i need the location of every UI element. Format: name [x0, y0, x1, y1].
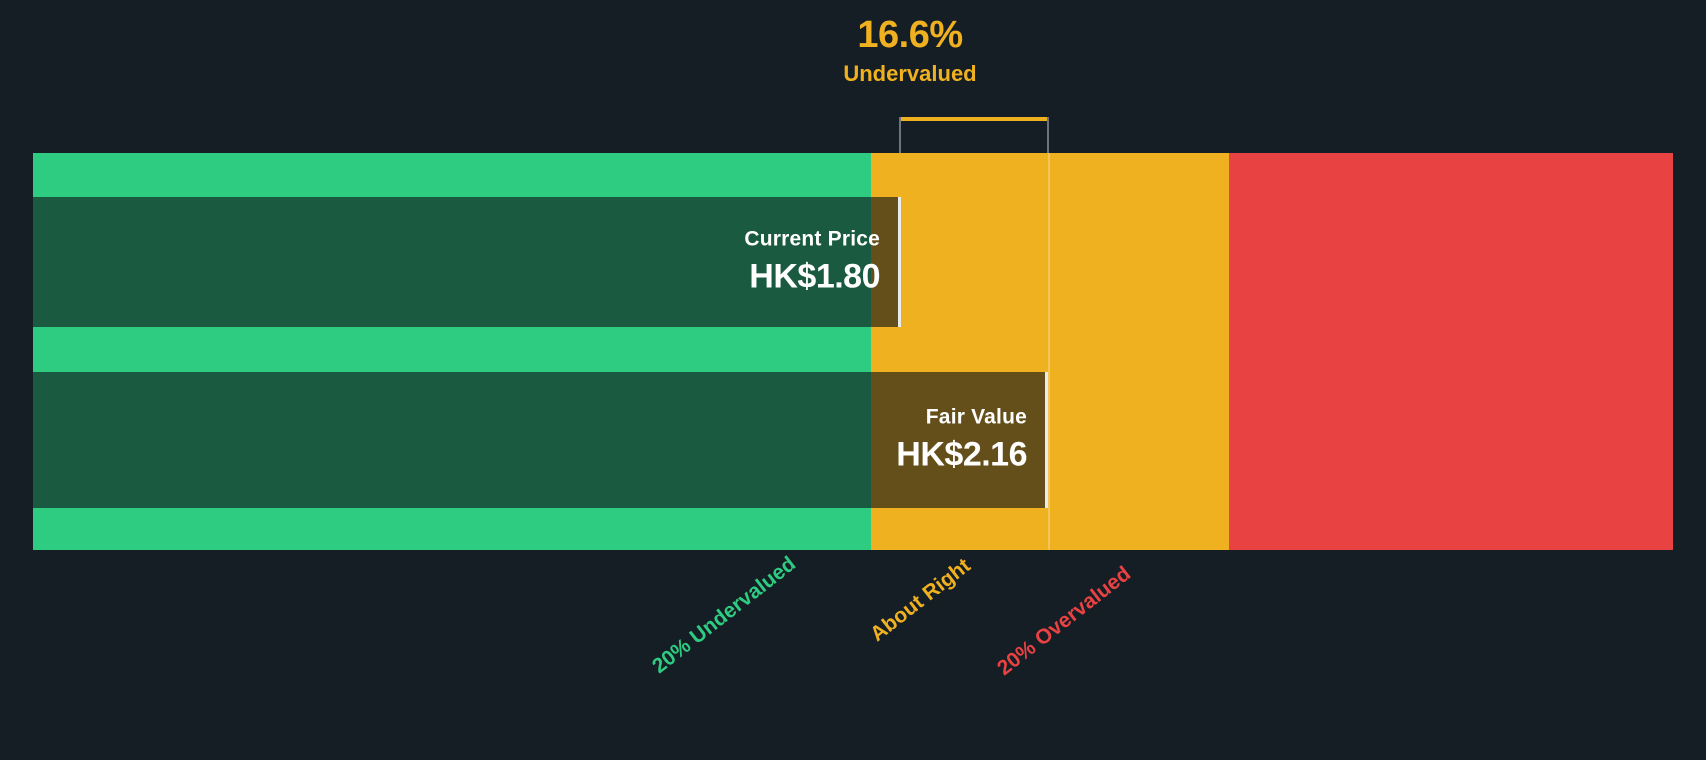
valuation-verdict: Undervalued	[843, 60, 977, 86]
valuation-gap-bracket	[899, 117, 1049, 155]
bar-fair-value-value: HK$2.16	[896, 435, 1027, 474]
bar-current-price-text: Current Price HK$1.80	[744, 228, 880, 297]
bar-fair-value[interactable]: Fair Value HK$2.16	[33, 372, 1048, 508]
bar-fair-value-text: Fair Value HK$2.16	[896, 406, 1027, 475]
bracket-top-line	[899, 117, 1049, 121]
bracket-left-tick	[899, 117, 901, 155]
about-right-divider	[1048, 153, 1050, 550]
bracket-right-tick	[1047, 117, 1049, 155]
axis-label-overvalued: 20% Overvalued	[993, 562, 1136, 681]
bar-current-price-value: HK$1.80	[749, 257, 880, 296]
zone-overvalued	[1229, 153, 1673, 550]
valuation-percent: 16.6%	[857, 14, 963, 56]
plot-area: Current Price HK$1.80 Fair Value HK$2.16	[33, 153, 1673, 550]
bar-fair-value-label: Fair Value	[925, 405, 1027, 429]
axis-label-about-right: About Right	[866, 554, 975, 647]
axis-label-undervalued: 20% Undervalued	[648, 552, 801, 679]
bar-current-price-label: Current Price	[744, 227, 880, 251]
valuation-callout: 16.6% Undervalued	[760, 14, 1060, 86]
bar-current-price[interactable]: Current Price HK$1.80	[33, 197, 901, 327]
